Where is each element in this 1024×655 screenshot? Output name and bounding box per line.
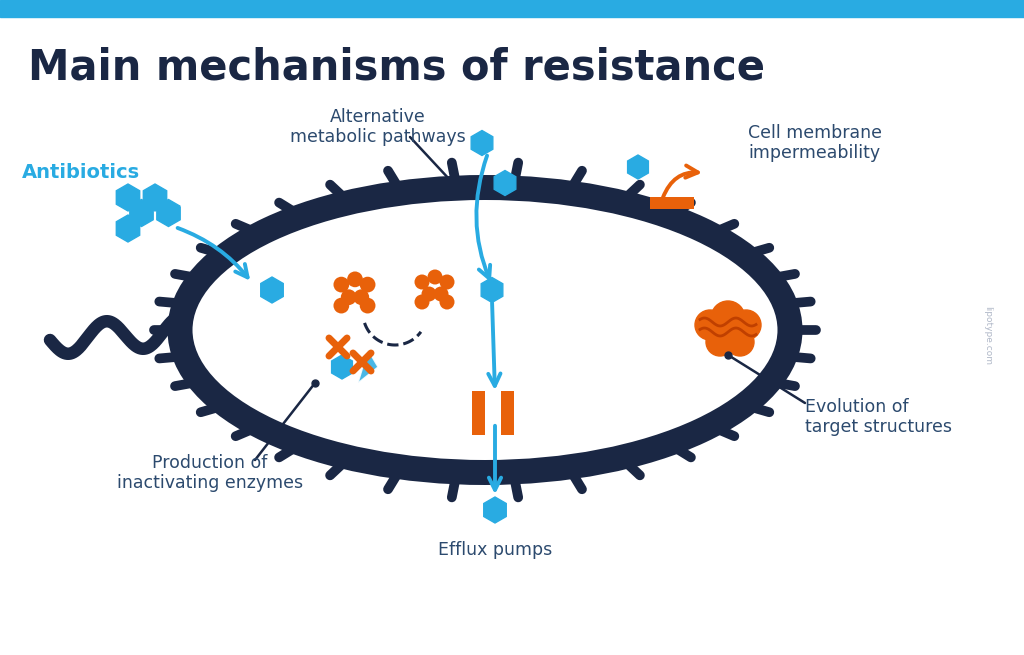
Polygon shape	[117, 215, 139, 242]
Circle shape	[711, 301, 745, 335]
Text: Main mechanisms of resistance: Main mechanisms of resistance	[28, 46, 765, 88]
Text: Alternative
metabolic pathways: Alternative metabolic pathways	[290, 107, 466, 147]
Bar	[471, 391, 484, 435]
Circle shape	[359, 276, 376, 293]
Polygon shape	[483, 497, 506, 523]
Ellipse shape	[180, 187, 790, 472]
Bar	[650, 198, 694, 208]
Polygon shape	[130, 200, 154, 227]
Circle shape	[427, 269, 442, 284]
Circle shape	[415, 274, 429, 290]
Circle shape	[726, 328, 754, 356]
Polygon shape	[117, 184, 139, 211]
Polygon shape	[481, 278, 503, 303]
Circle shape	[353, 290, 370, 305]
Polygon shape	[157, 200, 180, 227]
Circle shape	[415, 295, 429, 310]
Circle shape	[334, 276, 349, 293]
Text: Production of
inactivating enzymes: Production of inactivating enzymes	[117, 454, 303, 493]
Circle shape	[695, 310, 725, 340]
Circle shape	[439, 274, 455, 290]
Circle shape	[359, 298, 376, 314]
Text: Evolution of
target structures: Evolution of target structures	[805, 398, 952, 436]
Circle shape	[716, 320, 740, 344]
Bar	[502, 391, 514, 435]
Text: lipotype.com: lipotype.com	[983, 305, 992, 364]
Text: Antibiotics: Antibiotics	[22, 164, 140, 183]
Polygon shape	[332, 355, 352, 379]
Text: Efflux pumps: Efflux pumps	[438, 541, 552, 559]
Polygon shape	[358, 350, 378, 383]
Polygon shape	[628, 155, 648, 179]
Circle shape	[731, 310, 761, 340]
Polygon shape	[471, 130, 493, 155]
Circle shape	[439, 295, 455, 310]
Polygon shape	[495, 170, 516, 195]
Circle shape	[334, 298, 349, 314]
Bar	[0, 0, 1024, 17]
Circle shape	[347, 271, 362, 288]
Polygon shape	[143, 184, 167, 211]
Circle shape	[341, 290, 356, 305]
Circle shape	[422, 286, 436, 301]
Circle shape	[706, 328, 734, 356]
Text: Cell membrane
impermeability: Cell membrane impermeability	[748, 124, 882, 162]
Circle shape	[433, 286, 449, 301]
Polygon shape	[261, 277, 284, 303]
